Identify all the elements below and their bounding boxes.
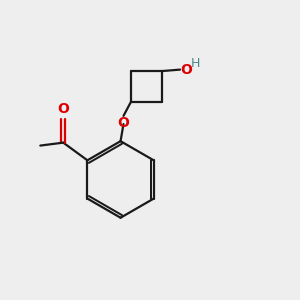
Text: O: O bbox=[181, 63, 193, 76]
Text: H: H bbox=[191, 57, 201, 70]
Text: O: O bbox=[57, 101, 69, 116]
Text: O: O bbox=[118, 116, 129, 130]
